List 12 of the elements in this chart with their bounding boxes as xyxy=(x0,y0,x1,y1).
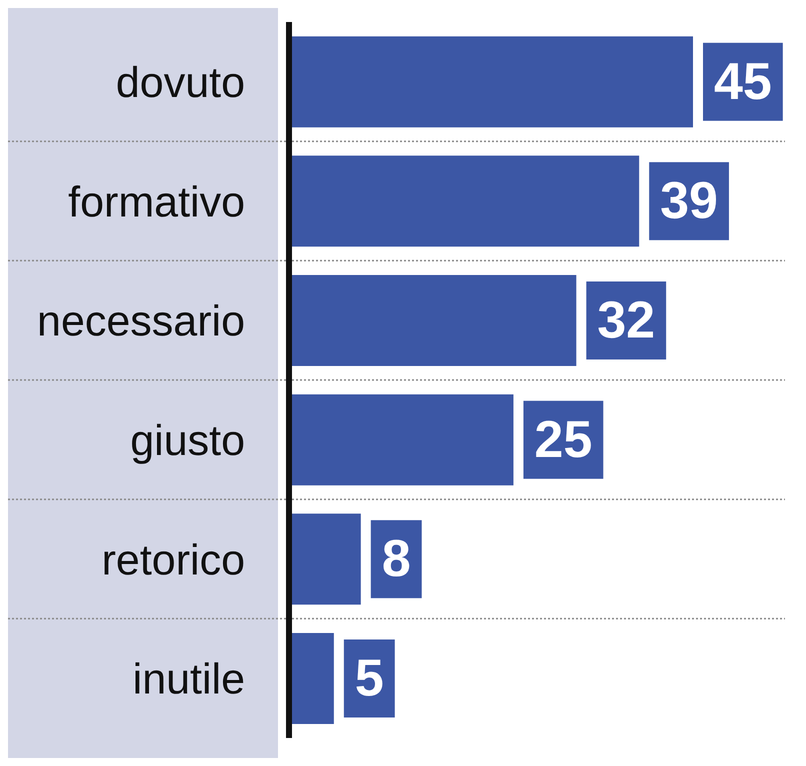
y-tick-label: retorico xyxy=(102,536,245,584)
data-label: 39 xyxy=(660,172,718,230)
data-label: 45 xyxy=(714,52,772,111)
data-label: 8 xyxy=(382,530,411,588)
data-label: 25 xyxy=(534,410,592,469)
y-tick-label: formativo xyxy=(68,178,245,226)
data-label: 5 xyxy=(354,649,384,708)
y-tick-label: necessario xyxy=(37,298,245,346)
y-tick-label: dovuto xyxy=(116,58,245,107)
data-label: 32 xyxy=(597,291,656,350)
y-tick-label: giusto xyxy=(130,416,245,465)
y-tick-label: inutile xyxy=(132,656,245,704)
